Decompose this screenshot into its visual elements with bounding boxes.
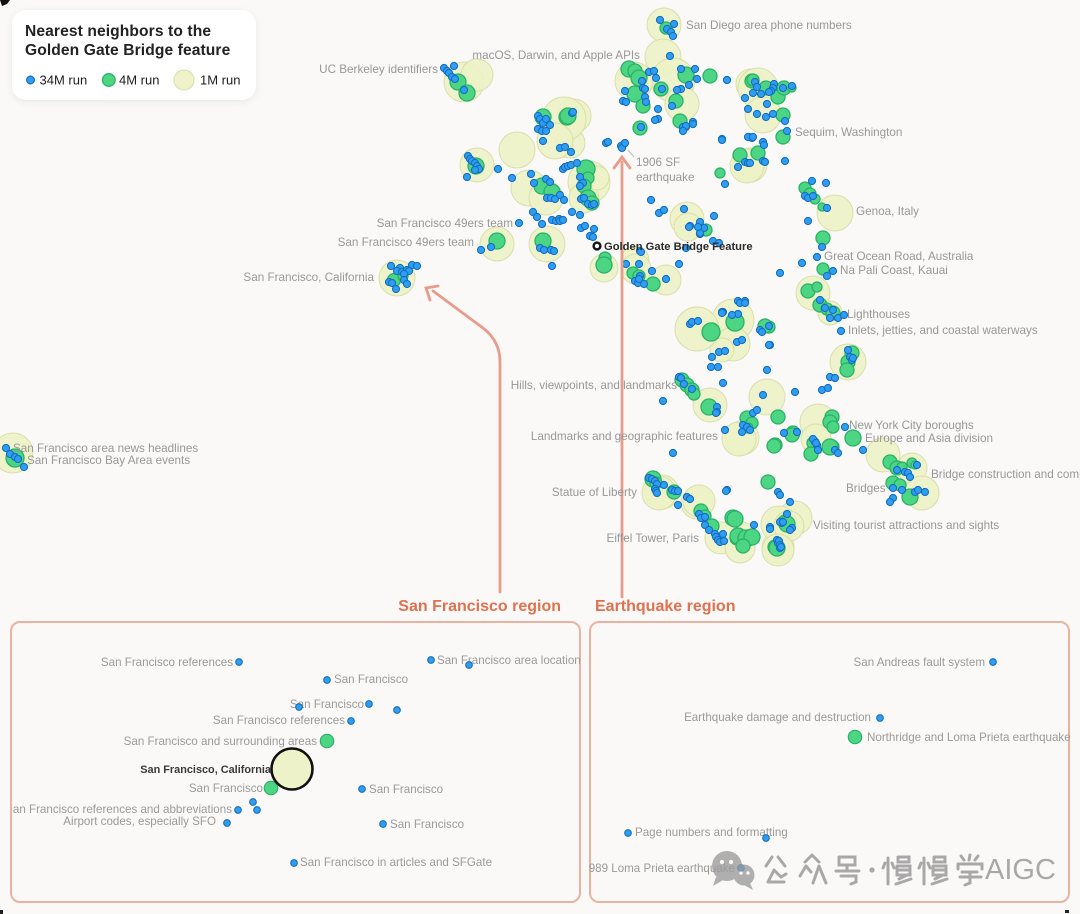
svg-text:Northridge and Loma Prieta ear: Northridge and Loma Prieta earthquake: [867, 731, 1071, 744]
svg-text:San Francisco area location: San Francisco area location: [437, 654, 581, 667]
svg-text:an Francisco references and ab: an Francisco references and abbreviation…: [13, 803, 232, 816]
svg-text:Page numbers and formatting: Page numbers and formatting: [635, 826, 788, 839]
svg-text:Visiting tourist attractions a: Visiting tourist attractions and sights: [813, 519, 999, 532]
svg-text:San Francisco: San Francisco: [369, 783, 443, 796]
svg-text:Lighthouses: Lighthouses: [847, 308, 910, 321]
svg-text:San Diego area phone numbers: San Diego area phone numbers: [686, 19, 852, 32]
svg-text:earthquake: earthquake: [636, 171, 694, 184]
svg-text:AIGC: AIGC: [985, 854, 1056, 886]
svg-text:Na Pali Coast, Kauai: Na Pali Coast, Kauai: [840, 264, 948, 277]
svg-text:Eiffel Tower, Paris: Eiffel Tower, Paris: [607, 532, 700, 545]
svg-text:1M run: 1M run: [200, 73, 240, 88]
svg-text:34M run: 34M run: [40, 73, 88, 88]
svg-text:Earthquake region: Earthquake region: [595, 598, 735, 615]
svg-text:1906 SF: 1906 SF: [636, 156, 680, 169]
svg-text:Golden Gate Bridge Feature: Golden Gate Bridge Feature: [604, 241, 753, 253]
svg-text:New York City boroughs: New York City boroughs: [849, 419, 974, 432]
svg-text:Bridge construction and compon: Bridge construction and components: [931, 468, 1080, 481]
svg-text:Airport codes, especially SFO: Airport codes, especially SFO: [63, 815, 216, 828]
svg-text:San Francisco 49ers team: San Francisco 49ers team: [338, 236, 474, 249]
svg-text:Great Ocean Road, Australia: Great Ocean Road, Australia: [824, 250, 974, 263]
svg-text:Earthquake damage and destruct: Earthquake damage and destruction: [684, 711, 871, 724]
svg-text:UC Berkeley identifiers: UC Berkeley identifiers: [319, 63, 438, 76]
svg-text:Hills, viewpoints, and landmar: Hills, viewpoints, and landmarks: [511, 379, 677, 392]
svg-text:macOS, Darwin, and Apple APIs: macOS, Darwin, and Apple APIs: [472, 49, 640, 62]
svg-text:San Francisco region: San Francisco region: [398, 598, 561, 615]
svg-text:San Andreas fault system: San Andreas fault system: [854, 656, 985, 669]
svg-text:Inlets, jetties, and coastal w: Inlets, jetties, and coastal waterways: [848, 324, 1038, 337]
svg-text:Statue of Liberty: Statue of Liberty: [552, 486, 637, 499]
svg-text:San Francisco and surrounding: San Francisco and surrounding areas: [124, 735, 318, 748]
svg-text:Genoa, Italy: Genoa, Italy: [856, 205, 919, 218]
svg-text:San Francisco references: San Francisco references: [101, 656, 233, 669]
svg-text:San Francisco: San Francisco: [390, 818, 464, 831]
svg-text:San Francisco Bay Area events: San Francisco Bay Area events: [27, 454, 190, 467]
svg-text:San Francisco area news headli: San Francisco area news headlines: [13, 442, 198, 455]
svg-text:San Francisco 49ers team: San Francisco 49ers team: [377, 217, 513, 230]
svg-text:Sequim, Washington: Sequim, Washington: [795, 126, 902, 139]
svg-text:Europe and Asia division: Europe and Asia division: [865, 432, 993, 445]
svg-text:San Francisco in articles and: San Francisco in articles and SFGate: [300, 856, 492, 869]
svg-text:San Francisco: San Francisco: [334, 673, 408, 686]
svg-text:San Francisco references: San Francisco references: [213, 714, 345, 727]
svg-text:San Francisco: San Francisco: [189, 782, 263, 795]
svg-text:San Francisco, California: San Francisco, California: [243, 271, 374, 284]
svg-text:San Francisco, California: San Francisco, California: [140, 764, 272, 776]
svg-text:San Francisco: San Francisco: [290, 698, 364, 711]
svg-text:Bridges: Bridges: [846, 482, 886, 495]
svg-text:Landmarks and geographic featu: Landmarks and geographic features: [531, 430, 718, 443]
svg-text:989 Loma Prieta earthquake: 989 Loma Prieta earthquake: [589, 862, 735, 875]
svg-text:4M run: 4M run: [119, 73, 159, 88]
